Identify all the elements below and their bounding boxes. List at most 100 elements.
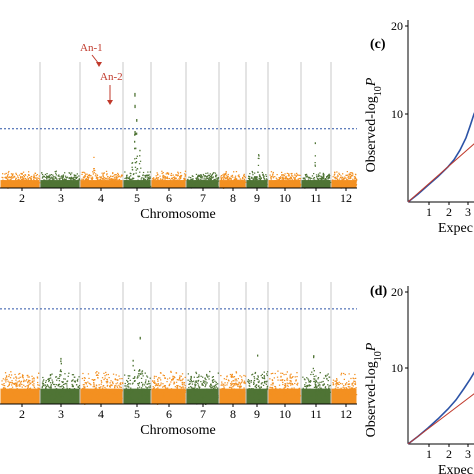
snp-point [201, 396, 203, 398]
snp-point [202, 179, 204, 181]
snp-point [4, 183, 6, 185]
snp-point [319, 399, 321, 401]
snp-point [317, 183, 319, 185]
snp-point [20, 178, 23, 181]
snp-point [271, 180, 273, 182]
snp-point [227, 186, 229, 188]
snp-point [74, 395, 76, 397]
snp-point [185, 174, 187, 176]
snp-point [32, 384, 34, 386]
snp-point [148, 179, 151, 181]
snp-point [103, 176, 105, 179]
snp-point [129, 178, 131, 180]
snp-point [28, 380, 30, 382]
snp-point [181, 389, 183, 391]
snp-point [183, 390, 185, 392]
snp-point [239, 182, 241, 185]
snp-point [270, 373, 272, 375]
snp-point [27, 394, 29, 396]
snp-point [120, 176, 122, 178]
snp-point [288, 174, 290, 176]
snp-point [243, 387, 245, 389]
snp-point [113, 175, 115, 177]
snp-point [314, 142, 316, 145]
snp-point [153, 381, 155, 383]
snp-point [92, 181, 94, 183]
snp-point [199, 394, 202, 396]
snp-point [18, 178, 20, 180]
snp-point [258, 389, 260, 391]
snp-point [22, 171, 25, 173]
snp-point [48, 380, 50, 383]
snp-point [180, 180, 183, 182]
snp-point [83, 377, 86, 379]
snp-point [109, 382, 111, 384]
snp-point [2, 173, 4, 175]
snp-point [184, 392, 186, 394]
snp-point [90, 175, 92, 177]
snp-point [309, 181, 311, 183]
snp-point [50, 182, 52, 184]
snp-point [55, 170, 57, 172]
snp-point [253, 376, 255, 378]
snp-point [45, 385, 48, 387]
snp-point [189, 396, 192, 398]
snp-point [227, 392, 229, 394]
peak-arrow-head [96, 62, 102, 67]
snp-point [93, 383, 95, 385]
snp-point [117, 395, 119, 398]
snp-point [176, 401, 178, 403]
x-axis-title: Chromosome [140, 423, 215, 438]
snp-point [42, 383, 45, 385]
snp-point [13, 383, 15, 385]
snp-point [21, 383, 23, 386]
snp-point [108, 390, 110, 392]
snp-point [332, 179, 334, 181]
snp-point [8, 176, 11, 178]
snp-point [42, 385, 44, 387]
snp-point [141, 385, 144, 387]
snp-point [153, 177, 155, 179]
snp-point [177, 182, 179, 184]
snp-point [104, 180, 106, 182]
snp-point [81, 399, 83, 401]
snp-point [172, 379, 174, 381]
snp-point [217, 178, 219, 180]
snp-point [347, 401, 349, 403]
snp-point [350, 389, 353, 392]
snp-point [114, 386, 116, 388]
snp-point [88, 174, 91, 176]
snp-point [195, 401, 197, 403]
snp-point [249, 177, 251, 179]
snp-point [10, 176, 13, 178]
snp-point [183, 383, 185, 385]
snp-point [178, 397, 180, 400]
snp-point [69, 399, 71, 401]
snp-point [322, 174, 324, 176]
snp-point [18, 385, 20, 387]
snp-point [114, 184, 116, 186]
snp-point [347, 184, 349, 186]
snp-point [137, 392, 139, 394]
snp-point [111, 183, 113, 185]
snp-point [240, 180, 243, 182]
snp-point [259, 388, 261, 390]
snp-point [190, 178, 192, 180]
snp-point [155, 177, 157, 179]
snp-point [48, 379, 50, 381]
snp-point [217, 372, 219, 374]
snp-point [241, 183, 243, 185]
snp-point [167, 172, 170, 174]
snp-point [271, 379, 274, 382]
snp-point [244, 180, 246, 182]
snp-point [13, 395, 16, 397]
snp-point [329, 181, 332, 184]
snp-point [352, 178, 354, 180]
snp-point [281, 379, 283, 382]
snp-point [281, 184, 284, 186]
snp-point [107, 390, 109, 392]
snp-point [96, 176, 98, 178]
snp-point [185, 179, 187, 181]
snp-point [318, 392, 321, 395]
